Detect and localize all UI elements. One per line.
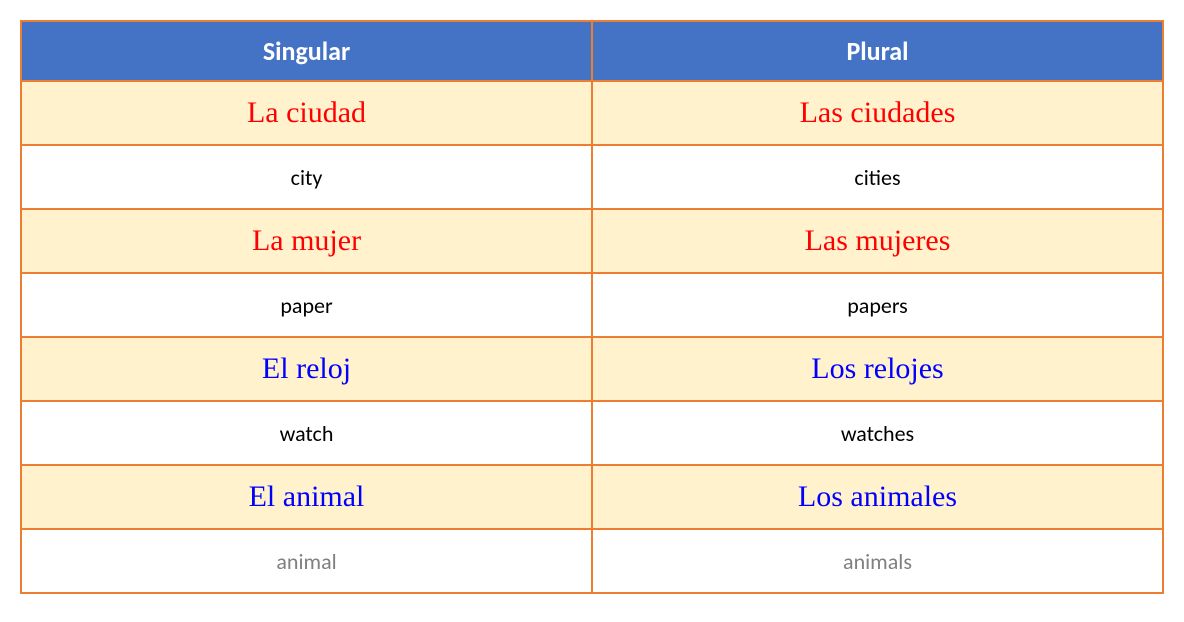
cell-english-singular: paper: [21, 273, 592, 337]
table-row: El animal Los animales: [21, 465, 1163, 529]
table-row: El reloj Los relojes: [21, 337, 1163, 401]
table-row: La ciudad Las ciudades: [21, 81, 1163, 145]
table-row: watch watches: [21, 401, 1163, 465]
table-row: city cities: [21, 145, 1163, 209]
cell-spanish-plural: Los animales: [592, 465, 1163, 529]
header-singular: Singular: [21, 21, 592, 81]
cell-english-singular: animal: [21, 529, 592, 593]
table-row: paper papers: [21, 273, 1163, 337]
header-row: Singular Plural: [21, 21, 1163, 81]
table-row: La mujer Las mujeres: [21, 209, 1163, 273]
cell-spanish-singular: El reloj: [21, 337, 592, 401]
header-plural: Plural: [592, 21, 1163, 81]
cell-spanish-singular: El animal: [21, 465, 592, 529]
vocabulary-table: Singular Plural La ciudad Las ciudades c…: [20, 20, 1164, 594]
vocabulary-table-container: Singular Plural La ciudad Las ciudades c…: [20, 20, 1164, 594]
cell-spanish-plural: Las mujeres: [592, 209, 1163, 273]
cell-english-plural: papers: [592, 273, 1163, 337]
cell-english-singular: city: [21, 145, 592, 209]
cell-spanish-singular: La ciudad: [21, 81, 592, 145]
cell-english-plural: watches: [592, 401, 1163, 465]
cell-spanish-plural: Los relojes: [592, 337, 1163, 401]
cell-spanish-plural: Las ciudades: [592, 81, 1163, 145]
cell-spanish-singular: La mujer: [21, 209, 592, 273]
cell-english-plural: cities: [592, 145, 1163, 209]
table-row: animal animals: [21, 529, 1163, 593]
cell-english-plural: animals: [592, 529, 1163, 593]
cell-english-singular: watch: [21, 401, 592, 465]
